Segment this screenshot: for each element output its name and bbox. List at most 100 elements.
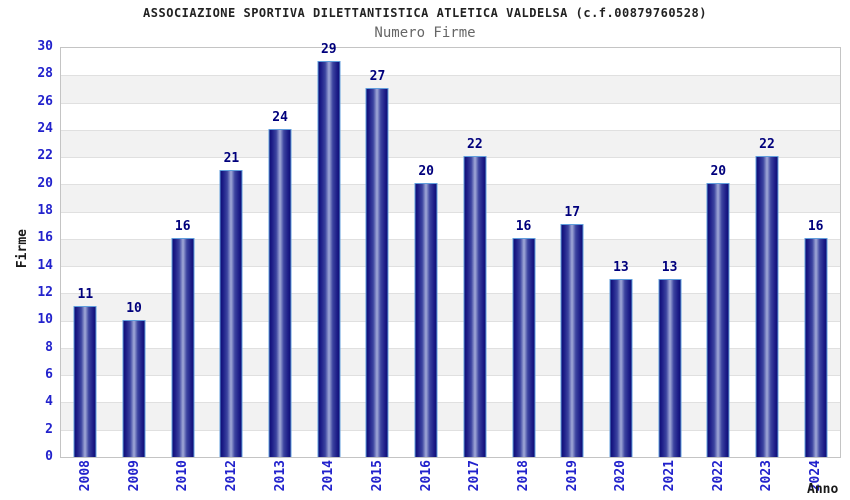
bar-slot: 20 (402, 48, 451, 457)
x-tick: 2021 (645, 460, 694, 498)
y-tick-label: 14 (37, 257, 53, 273)
x-tick: 2022 (694, 460, 743, 498)
y-tick-label: 20 (37, 175, 53, 191)
x-tick: 2020 (597, 460, 646, 498)
grid-band (61, 211, 840, 239)
grid-band (61, 157, 840, 184)
bar-value-label: 24 (272, 109, 288, 125)
y-tick-label: 12 (37, 285, 53, 300)
bar-slot: 27 (353, 48, 402, 457)
bar-2018 (512, 237, 536, 457)
bar-value-label: 21 (223, 150, 240, 166)
bars-container: 11 10 16 21 24 29 27 20 22 16 17 13 13 20 22 16 (61, 42, 840, 457)
bar-2009 (122, 319, 146, 457)
bar-2021 (658, 278, 682, 457)
y-tick-label: 6 (45, 367, 53, 382)
bar-2015 (365, 87, 389, 457)
bar-2020 (609, 278, 633, 457)
y-tick-label: 2 (45, 421, 53, 437)
x-tick-label: 2018 (516, 460, 532, 492)
bar-2013 (268, 128, 292, 457)
bar-value-label: 20 (418, 164, 434, 180)
x-axis-ticks: 2008 2009 2010 2012 2013 2014 2015 2016 2017 2018… (61, 460, 840, 498)
x-tick: 2009 (110, 460, 159, 498)
bar-2022 (706, 183, 730, 457)
bar-slot: 22 (743, 48, 792, 457)
x-tick-label: 2021 (662, 460, 678, 492)
bar-2012 (219, 169, 243, 457)
x-tick: 2013 (256, 460, 305, 498)
x-tick-label: 2019 (564, 460, 580, 492)
bar-value-label: 17 (564, 205, 581, 221)
y-tick-label: 4 (45, 394, 53, 410)
x-tick-label: 2009 (126, 460, 142, 492)
bar-slot: 24 (256, 48, 305, 457)
x-tick-label: 2020 (613, 460, 629, 492)
x-tick-label: 2022 (710, 460, 726, 492)
bar-value-label: 13 (613, 259, 629, 275)
x-tick: 2012 (207, 460, 256, 498)
x-tick-label: 2012 (223, 460, 239, 492)
bar-value-label: 16 (174, 218, 191, 234)
y-tick-label: 0 (45, 449, 53, 464)
x-tick-label: 2008 (77, 460, 93, 492)
plot-area: 11 10 16 21 24 29 27 20 22 16 17 13 13 20 22 16 (60, 42, 841, 458)
grid-band (61, 75, 840, 103)
bar-slot: 29 (304, 42, 353, 457)
bar-2008 (73, 306, 97, 457)
bar-value-label: 10 (126, 300, 142, 316)
bar-slot: 20 (694, 48, 743, 457)
x-axis-title: Anno (807, 482, 839, 497)
x-tick: 2010 (158, 460, 207, 498)
y-tick-label: 30 (37, 39, 53, 54)
bar-2014 (317, 60, 341, 457)
x-tick-label: 2016 (418, 460, 434, 492)
bar-value-label: 13 (661, 259, 678, 275)
chart-title: ASSOCIAZIONE SPORTIVA DILETTANTISTICA AT… (143, 6, 707, 20)
y-tick-label: 28 (37, 66, 53, 82)
bar-slot: 13 (645, 48, 694, 457)
x-tick: 2008 (61, 460, 110, 498)
bar-2016 (414, 183, 438, 457)
x-tick-label: 2010 (175, 460, 191, 492)
x-tick: 2019 (548, 460, 597, 498)
bar-slot: 16 (791, 48, 840, 457)
grid-band (61, 429, 840, 457)
grid-band (61, 375, 840, 402)
x-tick: 2018 (499, 460, 548, 498)
bar-slot: 13 (597, 48, 646, 457)
x-tick: 2014 (304, 460, 353, 498)
x-tick: 2015 (353, 460, 402, 498)
bar-value-label: 22 (759, 137, 775, 153)
bar-2010 (171, 237, 195, 457)
bar-2017 (463, 156, 487, 457)
y-tick-label: 10 (37, 312, 53, 328)
x-tick-label: 2017 (467, 460, 483, 492)
chart-subtitle: Numero Firme (374, 25, 476, 41)
y-tick-label: 16 (37, 230, 53, 246)
x-tick-label: 2014 (321, 460, 337, 492)
bar-slot: 21 (207, 48, 256, 457)
grid-band (61, 266, 840, 293)
bar-value-label: 11 (77, 287, 94, 303)
x-tick-label: 2013 (272, 460, 288, 492)
bar-2023 (755, 156, 779, 457)
x-tick: 2023 (743, 460, 792, 498)
y-tick-label: 8 (45, 339, 53, 355)
bar-value-label: 16 (807, 218, 824, 234)
y-tick-label: 24 (37, 121, 53, 136)
x-tick-label: 2015 (369, 460, 385, 492)
bar-slot: 22 (451, 48, 500, 457)
bar-value-label: 20 (710, 164, 727, 180)
bar-2024 (804, 237, 828, 457)
bar-slot: 11 (61, 48, 110, 457)
bar-value-label: 27 (369, 68, 386, 84)
bar-slot: 16 (158, 48, 207, 457)
grid-band (61, 102, 840, 130)
bar-slot: 10 (110, 48, 159, 457)
bar-value-label: 22 (467, 137, 483, 153)
y-tick-label: 18 (37, 203, 53, 218)
bar-value-label: 29 (320, 41, 337, 57)
bar-value-label: 16 (515, 218, 532, 234)
